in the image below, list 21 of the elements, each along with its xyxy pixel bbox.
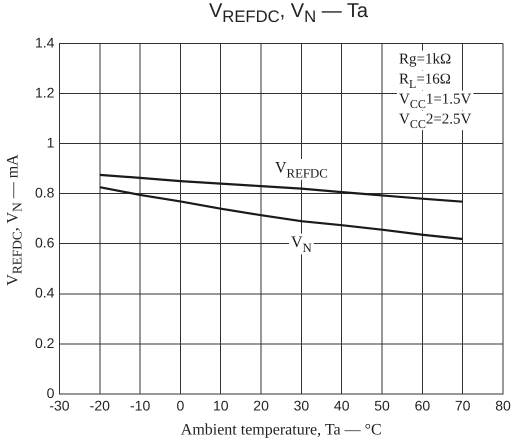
x-tick-label: 80 [495, 397, 511, 414]
x-tick-label: 30 [294, 397, 310, 414]
x-axis-title: Ambient temperature, Ta — °C [180, 422, 382, 439]
y-tick-label: 0.4 [34, 284, 55, 301]
x-tick-label: 70 [454, 397, 471, 414]
x-tick-label: 10 [212, 397, 229, 414]
y-tick-label: 0.6 [34, 234, 55, 251]
x-tick-label: 60 [414, 397, 430, 414]
y-tick-label: 0.2 [34, 334, 55, 351]
annotation: Rg=1kΩ [399, 51, 452, 68]
y-tick-label: 1.2 [34, 84, 55, 100]
y-tick-label: 1 [46, 134, 55, 150]
chart-title: V$_{REFDC}$, V$_{N}$ — Ta [208, 0, 370, 28]
x-tick-label: 20 [253, 397, 270, 414]
x-tick-label: 0 [176, 397, 185, 414]
y-tick-label: 0.8 [34, 184, 55, 201]
x-tick-label: 40 [334, 397, 350, 414]
y-tick-label: 1.4 [34, 34, 55, 50]
x-tick-label: 50 [374, 397, 390, 414]
x-tick-label: -10 [130, 397, 150, 414]
x-tick-label: -20 [90, 397, 110, 414]
